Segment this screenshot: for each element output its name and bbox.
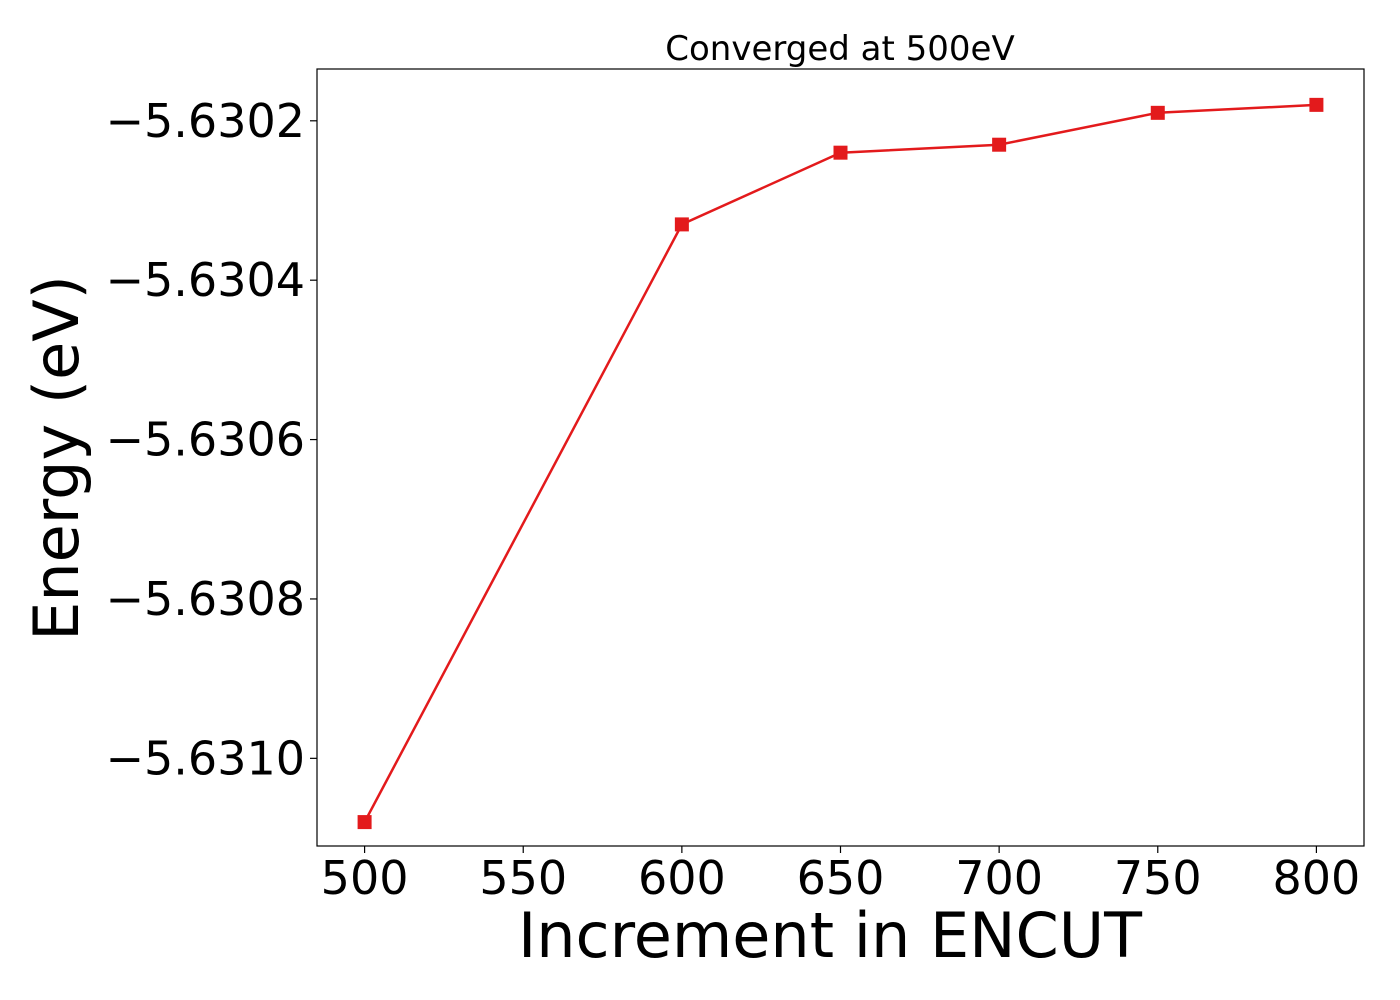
y-tick-label: −5.6302: [106, 94, 306, 148]
x-tick-label: 500: [321, 851, 409, 905]
series-line: [363, 103, 1317, 823]
y-axis-label: Energy (eV): [20, 275, 93, 641]
x-tick-label: 750: [1114, 851, 1202, 905]
data-point: [1150, 105, 1165, 120]
y-tick-label: −5.6310: [106, 731, 306, 785]
x-tick-label: 550: [479, 851, 567, 905]
y-axis: −5.6302 −5.6304 −5.6306 −5.6308 −5.6310: [106, 94, 317, 785]
y-tick-label: −5.6304: [106, 253, 306, 307]
x-tick-label: 650: [797, 851, 885, 905]
data-point: [1309, 97, 1324, 112]
y-tick-label: −5.6308: [106, 572, 306, 626]
data-point: [992, 137, 1007, 152]
data-point: [357, 815, 372, 830]
data-point: [674, 217, 689, 232]
series-layer: [357, 97, 1324, 830]
x-tick-label: 800: [1273, 851, 1361, 905]
x-tick-label: 600: [638, 851, 726, 905]
plot-area-frame: [316, 68, 1365, 847]
x-axis: 500 550 600 650 700 750 800: [321, 846, 1361, 905]
data-point: [833, 145, 848, 160]
x-tick-label: 700: [955, 851, 1043, 905]
y-tick-label: −5.6306: [106, 413, 306, 467]
chart-title: Converged at 500eV: [665, 29, 1014, 69]
x-axis-label: Increment in ENCUT: [518, 899, 1143, 972]
